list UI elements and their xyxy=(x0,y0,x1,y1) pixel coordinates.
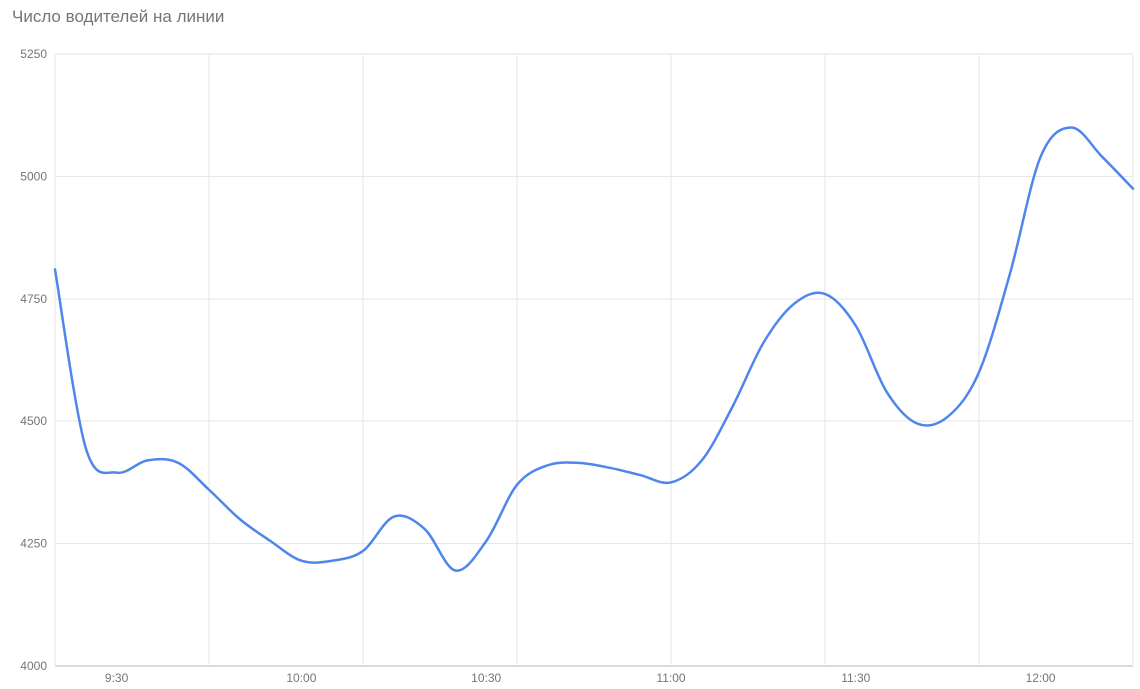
line-chart: 4000 4250 4500 4750 5000 5250 9:30 10:00 10:30 11… xyxy=(0,0,1140,689)
x-axis-tick-label: 12:00 xyxy=(1026,671,1056,685)
x-axis-tick-label: 10:30 xyxy=(471,671,501,685)
y-axis-tick-label: 4500 xyxy=(20,414,47,428)
y-axis-tick-label: 5250 xyxy=(20,47,47,61)
y-axis-tick-label: 4750 xyxy=(20,292,47,306)
series-line xyxy=(55,127,1133,570)
chart-title: Число водителей на линии xyxy=(12,7,224,27)
y-axis-tick-label: 5000 xyxy=(20,169,47,183)
x-axis-tick-label: 10:00 xyxy=(286,671,316,685)
x-axis-tick-label: 9:30 xyxy=(105,671,129,685)
x-axis-tick-label: 11:30 xyxy=(841,671,870,685)
y-axis-tick-label: 4000 xyxy=(20,659,47,673)
x-axis-tick-label: 11:00 xyxy=(656,671,685,685)
y-axis-tick-label: 4250 xyxy=(20,537,47,551)
